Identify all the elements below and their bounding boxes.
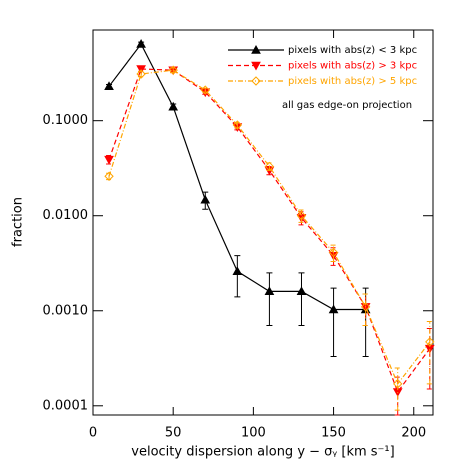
- marker: [264, 286, 275, 296]
- marker: [200, 85, 210, 95]
- marker: [425, 337, 435, 347]
- marker: [360, 302, 371, 312]
- error-bar: [394, 367, 401, 411]
- legend-marker: [251, 76, 261, 86]
- x-tick-label: 100: [241, 426, 266, 441]
- marker: [200, 194, 211, 204]
- error-bar: [266, 272, 273, 326]
- marker: [232, 266, 243, 276]
- error-bar: [298, 272, 305, 326]
- y-tick-label: 0.0001: [43, 398, 89, 413]
- legend-label: pixels with abs(z) > 3 kpc: [288, 61, 417, 72]
- y-tick-label: 0.1000: [43, 113, 89, 128]
- error-bar: [234, 255, 241, 298]
- legend-marker: [251, 44, 261, 54]
- plot-frame: [92, 29, 434, 416]
- marker: [168, 101, 179, 111]
- error-bar: [362, 293, 369, 326]
- marker: [264, 161, 275, 172]
- series-line: [108, 69, 431, 386]
- marker: [328, 304, 339, 314]
- marker: [136, 39, 146, 48]
- marker: [232, 120, 243, 130]
- marker: [104, 81, 114, 91]
- annotation: all gas edge-on projection: [282, 100, 412, 111]
- marker: [104, 155, 114, 165]
- marker: [393, 379, 403, 389]
- y-axis-label: fraction: [11, 197, 26, 247]
- x-tick-label: 0: [89, 426, 97, 441]
- marker: [296, 286, 307, 296]
- marker: [328, 247, 339, 258]
- error-bar: [426, 321, 433, 385]
- legend-label: pixels with abs(z) > 5 kpc: [288, 76, 417, 87]
- series-line: [108, 68, 431, 394]
- legend-marker: [251, 61, 261, 71]
- legend-label: pixels with abs(z) < 3 kpc: [288, 45, 417, 56]
- marker: [296, 211, 307, 221]
- error-bar: [330, 287, 337, 358]
- x-axis-label: velocity dispersion along y − σᵧ [km s⁻¹…: [131, 445, 394, 460]
- marker: [104, 171, 114, 181]
- x-tick-label: 200: [401, 426, 426, 441]
- x-tick-label: 50: [165, 426, 182, 441]
- x-tick-label: 150: [321, 426, 346, 441]
- y-tick-label: 0.0010: [43, 303, 89, 318]
- marker: [136, 69, 146, 79]
- y-tick-label: 0.0100: [43, 208, 89, 223]
- marker: [168, 65, 178, 75]
